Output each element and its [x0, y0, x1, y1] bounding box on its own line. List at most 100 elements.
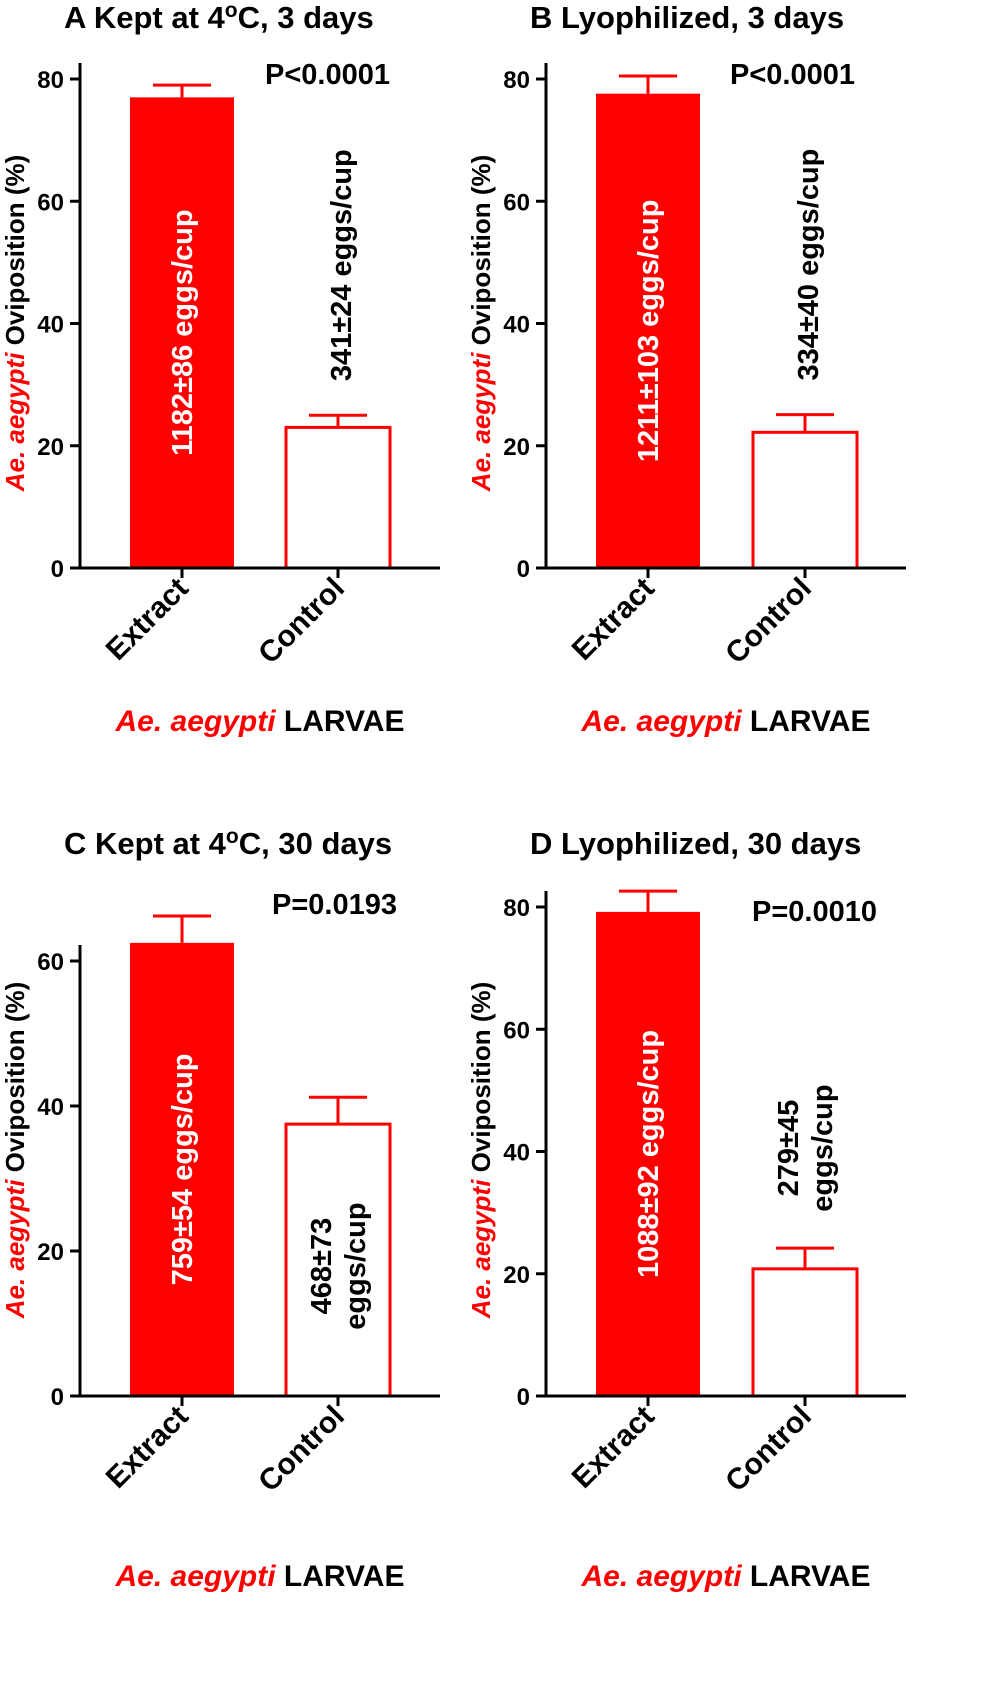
bar-extract	[130, 942, 234, 1396]
bar-extract	[596, 93, 700, 569]
y-axis-title-text: Oviposition (%)	[466, 982, 496, 1180]
panel-title-text: Lyophilized, 3 days	[552, 0, 844, 35]
bar-control	[751, 430, 859, 570]
panel-a: A Kept at 4oC, 3 days P<0.0001 1182±86 egg…	[0, 0, 440, 738]
y-tick-label: 80	[503, 895, 530, 922]
x-axis-title: Ae. aegypti LARVAE	[115, 705, 405, 738]
panel-letter: C	[64, 826, 86, 861]
x-tick-label: Control	[719, 572, 818, 671]
y-tick-label: 20	[37, 1239, 64, 1266]
panel-title: D Lyophilized, 30 days	[530, 826, 861, 861]
p-value: P=0.0010	[752, 896, 877, 928]
bar-data-label-line: 341±24 eggs/cup	[326, 149, 358, 381]
x-tick-label: Control	[719, 1400, 818, 1499]
panel-letter: A	[64, 0, 86, 35]
y-axis-title: Ae. aegypti Oviposition (%)	[466, 155, 496, 493]
panel-letter: B	[530, 0, 552, 35]
bar-data-label: 279±45eggs/cup	[773, 1084, 839, 1211]
panel-title-text: Lyophilized, 30 days	[552, 826, 861, 861]
x-axis-title-text: LARVAE	[276, 705, 405, 738]
bar-extract	[130, 97, 234, 569]
y-tick-label: 0	[51, 1384, 64, 1411]
panel-b: B Lyophilized, 3 days P<0.0001 1211±103 eg…	[466, 0, 906, 738]
x-axis-title-text: LARVAE	[742, 1560, 871, 1593]
x-axis-title-species: Ae. aegypti	[581, 1560, 743, 1593]
panel-letter: D	[530, 826, 552, 861]
y-tick-label: 0	[517, 1384, 530, 1411]
panel-title: A Kept at 4oC, 3 days	[64, 0, 374, 35]
y-axis-title-text: Oviposition (%)	[466, 155, 496, 353]
x-axis-title-text: LARVAE	[276, 1560, 405, 1593]
y-axis-title-text: Oviposition (%)	[0, 982, 30, 1180]
y-axis-title-text: Oviposition (%)	[0, 155, 30, 353]
p-value: P<0.0001	[730, 59, 855, 91]
panel-title-text: Kept at 4	[85, 0, 225, 35]
panel-title-text-end: C, 30 days	[239, 826, 392, 861]
panel-title-text-end: C, 3 days	[238, 0, 374, 35]
y-tick-label: 40	[37, 1094, 64, 1121]
p-value: P=0.0193	[272, 889, 397, 921]
y-tick-label: 60	[503, 189, 530, 216]
x-axis-title: Ae. aegypti LARVAE	[581, 1560, 871, 1593]
y-tick-label: 0	[51, 556, 64, 583]
y-tick-label: 40	[503, 1140, 530, 1167]
bar-data-label-line: 1211±103 eggs/cup	[633, 200, 665, 463]
bar-data-label-line: 759±54 eggs/cup	[167, 1053, 199, 1285]
y-axis-title-species: Ae. aegypti	[466, 1179, 496, 1319]
bar-data-label: 468±73eggs/cup	[306, 1202, 372, 1329]
x-axis-title-species: Ae. aegypti	[115, 705, 277, 738]
panel-title: C Kept at 4oC, 30 days	[64, 825, 392, 861]
bar-extract	[596, 911, 700, 1396]
bar-data-label: 759±54 eggs/cup	[167, 1053, 199, 1285]
bar-control	[284, 425, 392, 570]
y-tick-label: 20	[37, 434, 64, 461]
y-tick-label: 20	[503, 1262, 530, 1289]
bar-data-label-line: 1088±92 eggs/cup	[633, 1030, 665, 1278]
x-axis-title-species: Ae. aegypti	[115, 1560, 277, 1593]
y-axis-title: Ae. aegypti Oviposition (%)	[0, 155, 30, 493]
bar-data-label-line: 1182±86 eggs/cup	[167, 209, 199, 455]
bar-data-label-line: eggs/cup	[807, 1084, 839, 1211]
bar-data-label: 334±40 eggs/cup	[793, 149, 825, 381]
panel-d: D Lyophilized, 30 days P=0.0010 1088±92 eg…	[466, 826, 906, 1593]
p-value: P<0.0001	[265, 59, 390, 91]
bar-data-label-line: 468±73	[306, 1218, 338, 1315]
x-tick-label: Extract	[566, 572, 661, 667]
panel-title-superscript: o	[226, 825, 239, 848]
x-tick-label: Extract	[100, 572, 195, 667]
x-tick-label: Extract	[100, 1400, 195, 1495]
bar-data-label-line: 334±40 eggs/cup	[793, 149, 825, 381]
x-axis-title: Ae. aegypti LARVAE	[581, 705, 871, 738]
y-tick-label: 40	[37, 312, 64, 339]
y-axis-title: Ae. aegypti Oviposition (%)	[466, 982, 496, 1320]
x-tick-label: Control	[252, 572, 351, 671]
panel-title: B Lyophilized, 3 days	[530, 0, 844, 35]
x-axis-title-text: LARVAE	[742, 705, 871, 738]
bar-control	[284, 1122, 392, 1398]
x-tick-label: Control	[252, 1400, 351, 1499]
y-axis-title-species: Ae. aegypti	[0, 352, 30, 492]
y-axis-title-species: Ae. aegypti	[0, 1179, 30, 1319]
x-axis-title-species: Ae. aegypti	[581, 705, 743, 738]
y-tick-label: 60	[37, 189, 64, 216]
panel-title-text: Kept at 4	[86, 826, 226, 861]
bar-control	[751, 1267, 859, 1398]
y-tick-label: 80	[503, 67, 530, 94]
panel-c: C Kept at 4oC, 30 days P=0.0193 759±54 egg…	[0, 825, 440, 1593]
y-tick-label: 80	[37, 67, 64, 94]
bar-data-label-line: 279±45	[773, 1100, 805, 1197]
panel-title-superscript: o	[225, 0, 238, 22]
y-tick-label: 60	[503, 1017, 530, 1044]
bar-data-label: 1088±92 eggs/cup	[633, 1030, 665, 1278]
y-tick-label: 40	[503, 312, 530, 339]
x-axis-title: Ae. aegypti LARVAE	[115, 1560, 405, 1593]
y-axis-title-species: Ae. aegypti	[466, 352, 496, 492]
x-tick-label: Extract	[566, 1400, 661, 1495]
bar-data-label: 341±24 eggs/cup	[326, 149, 358, 381]
bar-data-label-line: eggs/cup	[340, 1202, 372, 1329]
bar-data-label: 1211±103 eggs/cup	[633, 200, 665, 463]
y-axis-title: Ae. aegypti Oviposition (%)	[0, 982, 30, 1320]
y-tick-label: 0	[517, 556, 530, 583]
y-tick-label: 60	[37, 949, 64, 976]
